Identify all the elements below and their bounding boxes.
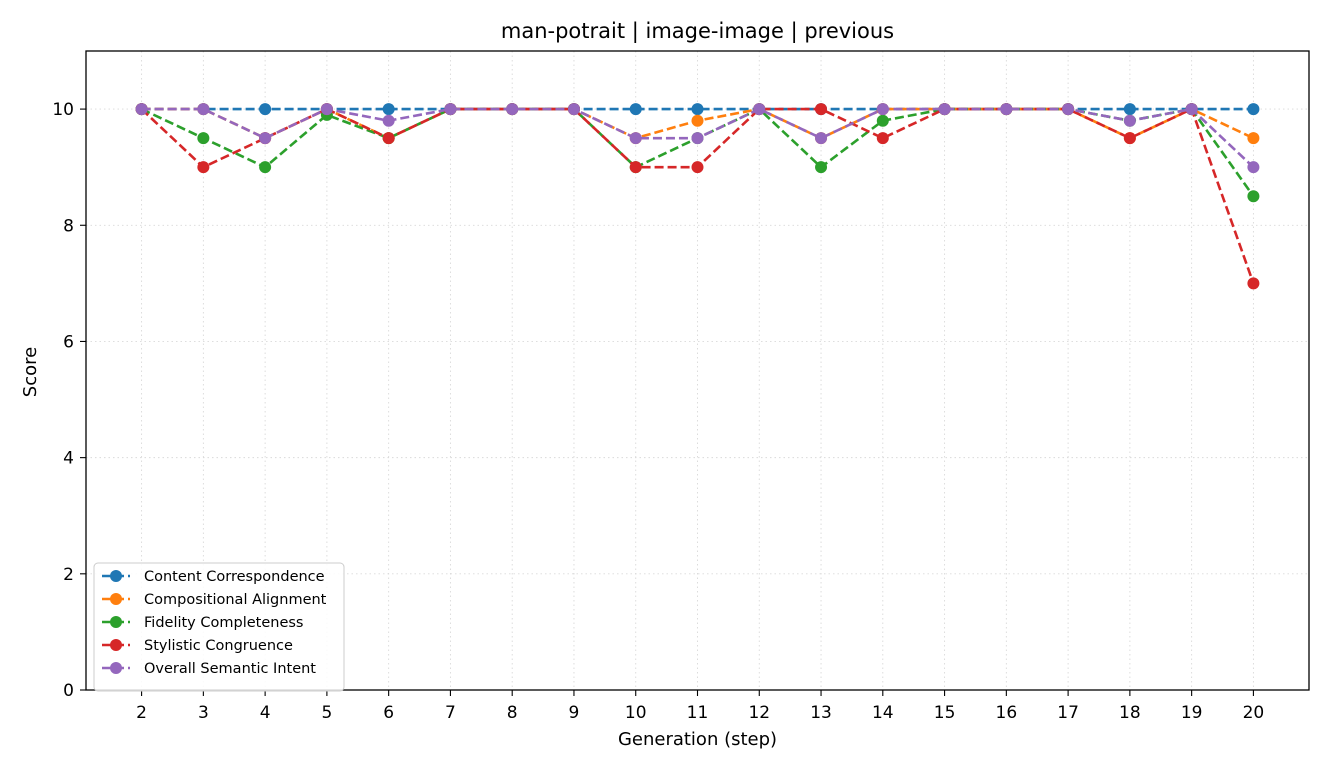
legend-item: Fidelity Completeness (102, 615, 303, 631)
data-point (876, 103, 889, 116)
data-point (197, 161, 210, 174)
legend-label: Fidelity Completeness (144, 615, 303, 631)
legend-item: Stylistic Congruence (102, 638, 293, 654)
data-point (815, 132, 828, 145)
data-point (135, 103, 148, 116)
series-5 (135, 103, 1260, 174)
legend-label: Overall Semantic Intent (144, 661, 316, 677)
data-point (444, 103, 457, 116)
data-point (1247, 161, 1260, 174)
data-point (259, 103, 272, 116)
x-tick-label: 15 (934, 703, 956, 723)
data-point (815, 161, 828, 174)
y-tick-label: 8 (63, 216, 74, 236)
data-point (259, 132, 272, 145)
data-point (691, 103, 704, 116)
data-point (567, 103, 580, 116)
data-point (259, 161, 272, 174)
legend-marker (110, 616, 122, 628)
x-tick-label: 19 (1181, 703, 1203, 723)
x-tick-label: 18 (1119, 703, 1141, 723)
x-tick-label: 20 (1243, 703, 1265, 723)
data-point (382, 132, 395, 145)
data-point (1185, 103, 1198, 116)
x-tick-label: 17 (1057, 703, 1079, 723)
legend-label: Compositional Alignment (144, 592, 327, 608)
data-point (506, 103, 519, 116)
legend-label: Content Correspondence (144, 569, 325, 585)
data-point (382, 114, 395, 127)
x-tick-label: 9 (569, 703, 580, 723)
x-tick-label: 13 (810, 703, 832, 723)
x-tick-label: 3 (198, 703, 209, 723)
legend-marker (110, 639, 122, 651)
x-axis-label: Generation (step) (618, 729, 777, 750)
x-tick-label: 5 (321, 703, 332, 723)
x-tick-label: 7 (445, 703, 456, 723)
data-point (1123, 103, 1136, 116)
data-point (876, 132, 889, 145)
data-point (938, 103, 951, 116)
y-tick-label: 10 (52, 100, 74, 120)
data-point (1123, 114, 1136, 127)
y-tick-label: 6 (63, 332, 74, 352)
x-tick-label: 10 (625, 703, 647, 723)
y-axis-label: Score (20, 347, 41, 397)
x-tick-label: 14 (872, 703, 894, 723)
x-tick-label: 2 (136, 703, 147, 723)
data-point (1000, 103, 1013, 116)
legend-item: Content Correspondence (102, 569, 325, 585)
data-point (1247, 132, 1260, 145)
data-point (691, 161, 704, 174)
legend-item: Overall Semantic Intent (102, 661, 316, 677)
data-point (1123, 132, 1136, 145)
data-point (1247, 277, 1260, 290)
series-group (135, 103, 1260, 290)
data-point (1247, 190, 1260, 203)
data-point (691, 114, 704, 127)
x-tick-label: 16 (996, 703, 1018, 723)
legend-label: Stylistic Congruence (144, 638, 293, 654)
data-point (629, 161, 642, 174)
x-tick-label: 6 (383, 703, 394, 723)
data-point (753, 103, 766, 116)
legend-marker (110, 570, 122, 582)
data-point (815, 103, 828, 116)
data-point (691, 132, 704, 145)
legend: Content Correspondence Compositional Alig… (93, 562, 345, 692)
y-tick-label: 2 (63, 565, 74, 585)
y-tick-label: 4 (63, 449, 74, 469)
x-tick-label: 8 (507, 703, 518, 723)
y-tick-label: 0 (63, 681, 74, 701)
axis-ticks: 2 3 4 5 6 7 8 9 10 11 12 13 14 15 16 17 18 19 20 0 2 4 6 8 10 (52, 100, 1264, 723)
data-point (629, 132, 642, 145)
legend-marker (110, 662, 122, 674)
x-tick-label: 12 (748, 703, 770, 723)
legend-item: Compositional Alignment (102, 592, 327, 608)
data-point (197, 132, 210, 145)
data-point (382, 103, 395, 116)
data-point (320, 103, 333, 116)
data-point (197, 103, 210, 116)
data-point (876, 114, 889, 127)
x-tick-label: 4 (260, 703, 271, 723)
legend-marker (110, 593, 122, 605)
data-point (1247, 103, 1260, 116)
x-tick-label: 11 (687, 703, 709, 723)
legend-box (93, 562, 345, 692)
data-point (1062, 103, 1075, 116)
data-point (629, 103, 642, 116)
chart-title: man-potrait | image-image | previous (501, 19, 894, 44)
